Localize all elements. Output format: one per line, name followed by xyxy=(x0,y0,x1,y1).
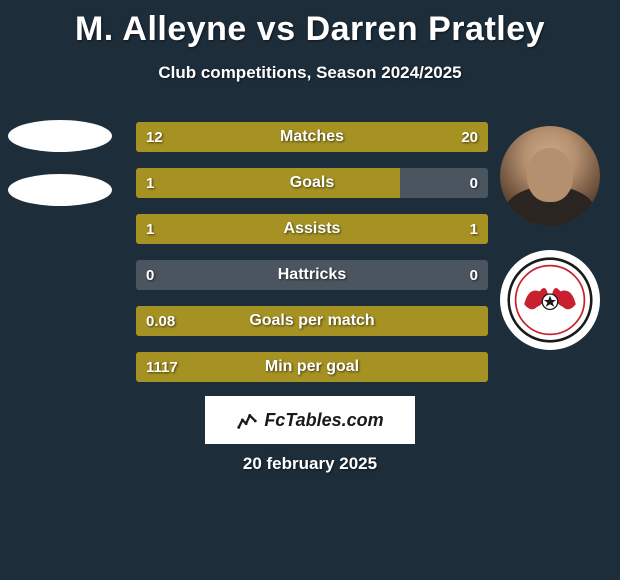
stat-bar-left-fill xyxy=(136,306,488,336)
stat-row: 1117Min per goal xyxy=(136,352,488,382)
player2-images-group xyxy=(500,126,600,350)
player2-name: Darren Pratley xyxy=(306,10,545,48)
season-subtitle: Club competitions, Season 2024/2025 xyxy=(0,63,620,83)
player1-placeholder-group xyxy=(8,120,112,228)
stat-row: 11Assists xyxy=(136,214,488,244)
player1-photo-placeholder xyxy=(8,120,112,152)
stat-row: 1220Matches xyxy=(136,122,488,152)
stat-row: 0.08Goals per match xyxy=(136,306,488,336)
comparison-title: M. Alleyne vs Darren Pratley xyxy=(0,0,620,49)
stat-row: 10Goals xyxy=(136,168,488,198)
stat-value-right: 0 xyxy=(470,260,478,290)
site-name: FcTables.com xyxy=(264,410,383,431)
comparison-date: 20 february 2025 xyxy=(0,454,620,474)
stat-row: 0 0Hattricks xyxy=(136,260,488,290)
stat-value-right: 0 xyxy=(470,168,478,198)
stat-value-left: 0 xyxy=(146,260,154,290)
player1-crest-placeholder xyxy=(8,174,112,206)
vs-text: vs xyxy=(257,10,296,48)
club-crest-svg xyxy=(507,257,593,343)
stat-bars-container: 1220Matches10Goals11Assists00Hattricks0.… xyxy=(136,122,488,398)
stat-bar-left-fill xyxy=(136,352,488,382)
stat-bar-right-fill xyxy=(268,122,488,152)
site-badge: FcTables.com xyxy=(205,396,415,444)
player1-name: M. Alleyne xyxy=(75,10,247,48)
stat-bar-left-fill xyxy=(136,168,400,198)
stat-bar-left-fill xyxy=(136,214,312,244)
chart-icon xyxy=(236,409,258,431)
stat-bar-right-fill xyxy=(312,214,488,244)
stat-label: Hattricks xyxy=(136,260,488,290)
player2-photo xyxy=(500,126,600,226)
stat-bar-left-fill xyxy=(136,122,268,152)
player2-club-crest xyxy=(500,250,600,350)
